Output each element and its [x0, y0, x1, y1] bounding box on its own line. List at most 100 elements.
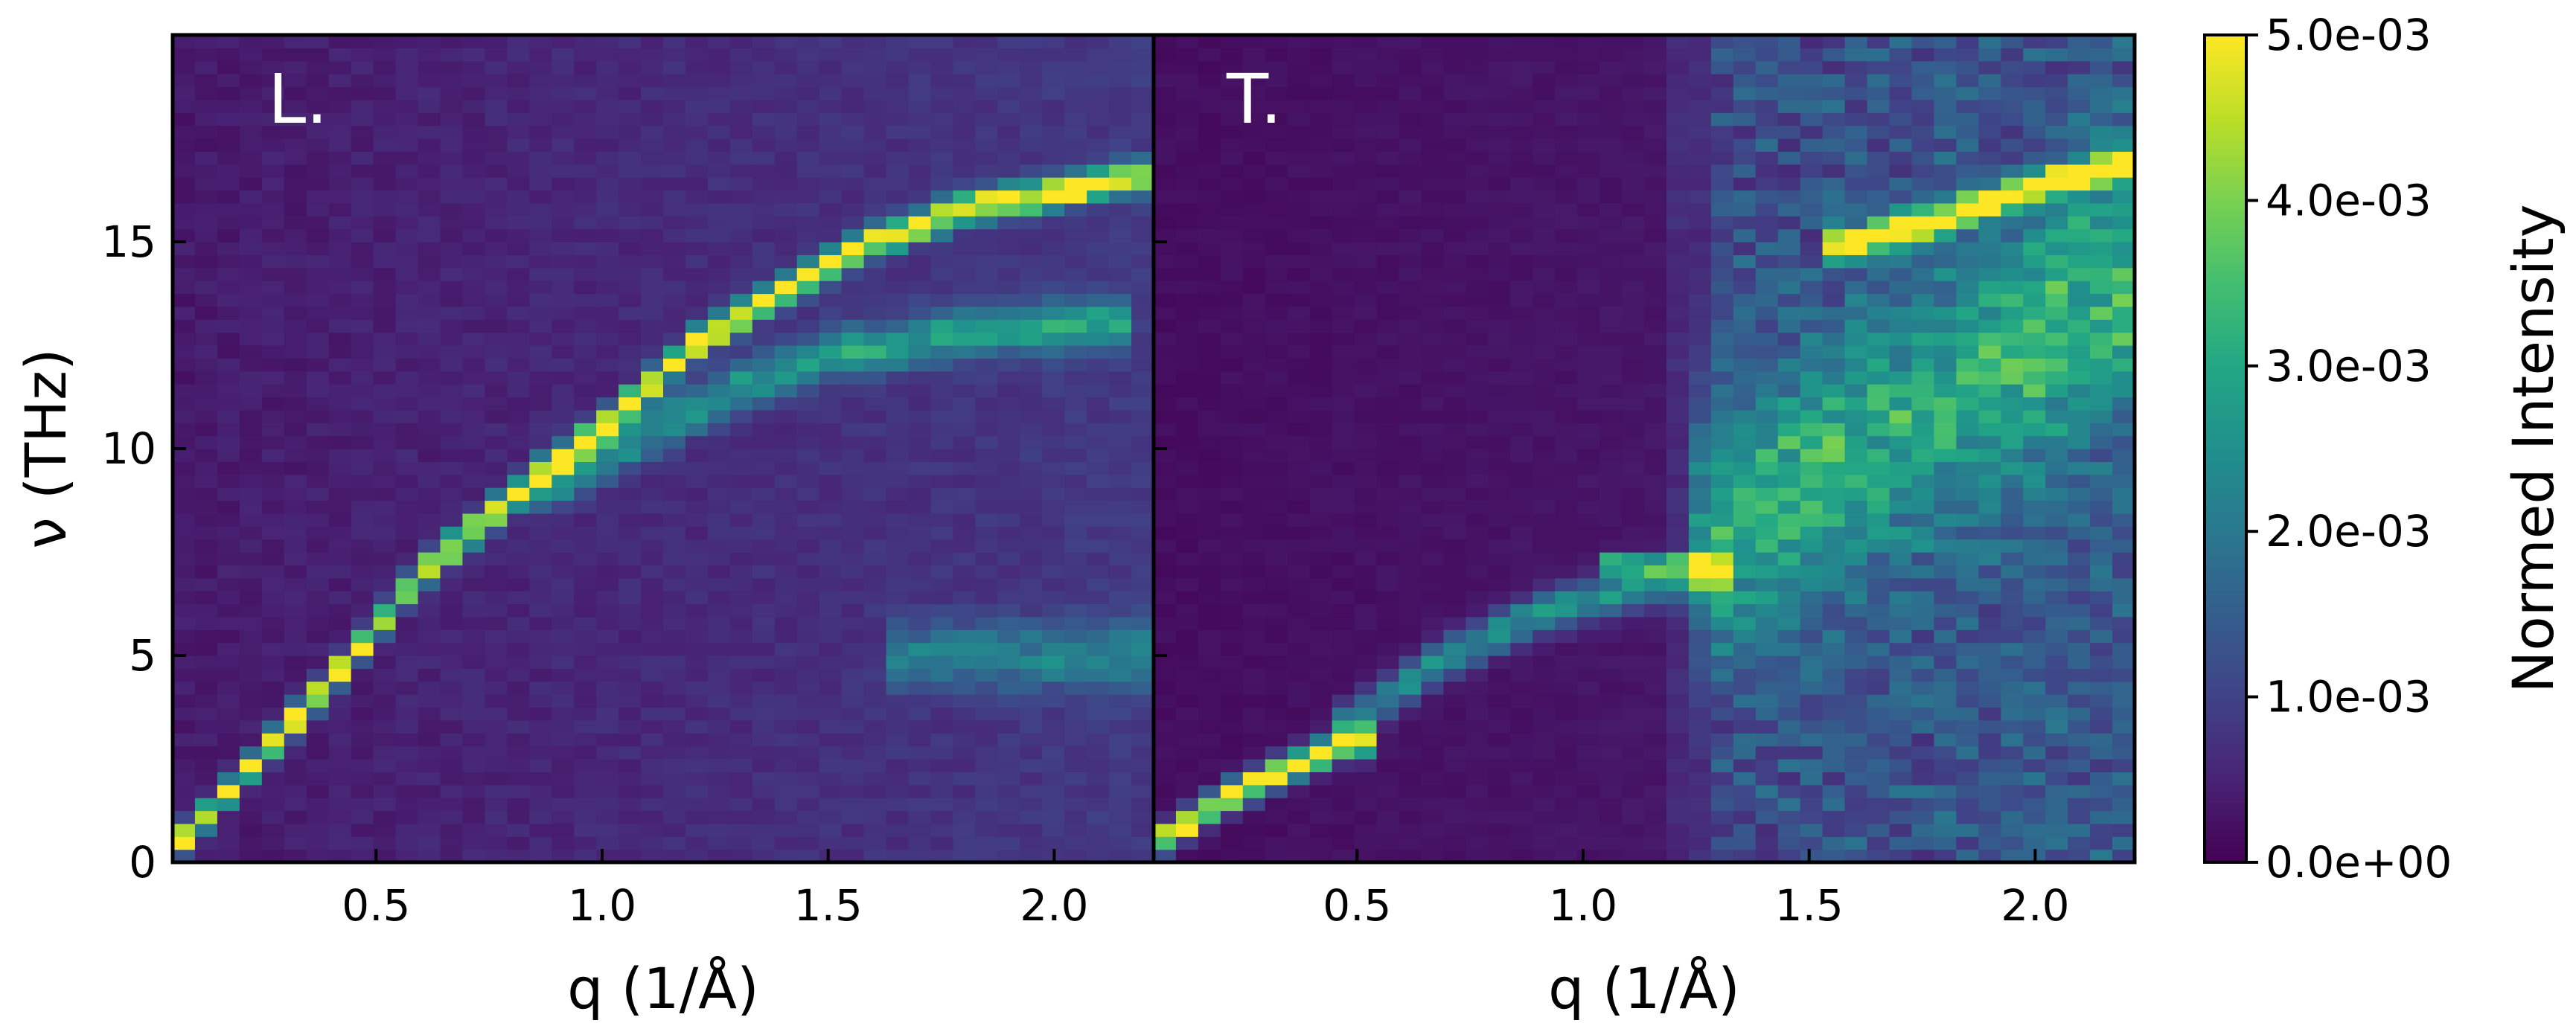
- heatmap-cell: [261, 487, 285, 501]
- heatmap-cell: [529, 409, 552, 423]
- heatmap-cell: [975, 48, 998, 62]
- heatmap-cell: [1710, 655, 1734, 669]
- heatmap-cell: [373, 577, 397, 591]
- heatmap-cell: [953, 242, 976, 255]
- heatmap-cell: [953, 745, 976, 760]
- heatmap-cell: [328, 552, 352, 565]
- heatmap-cell: [1644, 306, 1667, 320]
- heatmap-cell: [1800, 681, 1824, 695]
- heatmap-cell: [1755, 319, 1779, 333]
- heatmap-cell: [1466, 384, 1489, 398]
- heatmap-cell: [953, 358, 976, 372]
- heatmap-cell: [1175, 707, 1199, 721]
- heatmap-cell: [574, 358, 597, 372]
- heatmap-cell: [194, 629, 218, 644]
- heatmap-cell: [1466, 151, 1489, 165]
- heatmap-cell: [729, 733, 753, 747]
- heatmap-cell: [1042, 694, 1065, 708]
- heatmap-cell: [729, 397, 753, 411]
- heatmap-cell: [1354, 694, 1378, 708]
- heatmap-cell: [351, 358, 374, 372]
- heatmap-cell: [1844, 435, 1868, 449]
- heatmap-cell: [1042, 616, 1065, 630]
- heatmap-cell: [395, 707, 419, 721]
- heatmap-cell: [619, 254, 642, 269]
- heatmap-cell: [1622, 48, 1645, 62]
- heatmap-cell: [1800, 190, 1824, 204]
- heatmap-cell: [1175, 267, 1199, 281]
- heatmap-cell: [1555, 577, 1578, 591]
- heatmap-cell: [418, 849, 441, 863]
- heatmap-cell: [1154, 798, 1177, 812]
- heatmap-cell: [261, 216, 285, 230]
- heatmap-cell: [1733, 487, 1757, 501]
- heatmap-cell: [1309, 526, 1333, 540]
- heatmap-cell: [1354, 733, 1378, 747]
- heatmap-cell: [1287, 151, 1311, 165]
- heatmap-cell: [1242, 823, 1266, 837]
- heatmap-cell: [1265, 823, 1288, 837]
- heatmap-cell: [462, 513, 485, 527]
- heatmap-cell: [418, 74, 441, 88]
- heatmap-cell: [529, 190, 552, 204]
- heatmap-cell: [1510, 603, 1533, 618]
- heatmap-cell: [194, 772, 218, 786]
- heatmap-cell: [796, 539, 820, 553]
- heatmap-cell: [886, 603, 910, 618]
- heatmap-cell: [217, 35, 240, 48]
- heatmap-cell: [1443, 487, 1466, 501]
- heatmap-cell: [1309, 267, 1333, 281]
- heatmap-cell: [841, 435, 865, 449]
- heatmap-cell: [239, 707, 263, 721]
- heatmap-cell: [1376, 293, 1400, 307]
- heatmap-cell: [1644, 759, 1667, 772]
- heatmap-cell: [729, 138, 753, 152]
- heatmap-cell: [663, 526, 686, 540]
- heatmap-cell: [997, 707, 1020, 721]
- heatmap-cell: [462, 138, 485, 152]
- heatmap-cell: [1376, 164, 1400, 178]
- heatmap-cell: [1844, 125, 1868, 139]
- heatmap-cell: [953, 616, 976, 630]
- heatmap-cell: [1577, 500, 1600, 514]
- heatmap-cell: [552, 707, 575, 721]
- heatmap-cell: [997, 358, 1020, 372]
- heatmap-cell: [485, 733, 508, 747]
- heatmap-cell: [1466, 293, 1489, 307]
- heatmap-cell: [1867, 772, 1891, 786]
- heatmap-cell: [1867, 784, 1891, 798]
- heatmap-cell: [1265, 345, 1288, 359]
- heatmap-cell: [239, 668, 263, 682]
- heatmap-cell: [774, 202, 798, 217]
- heatmap-cell: [774, 306, 798, 320]
- heatmap-cell: [1109, 798, 1132, 812]
- heatmap-cell: [1443, 733, 1466, 747]
- heatmap-cell: [752, 849, 776, 863]
- heatmap-cell: [1421, 202, 1444, 217]
- heatmap-cell: [1175, 164, 1199, 178]
- heatmap-cell: [440, 202, 463, 217]
- heatmap-cell: [261, 319, 285, 333]
- heatmap-cell: [261, 655, 285, 669]
- heatmap-cell: [1131, 798, 1154, 812]
- heatmap-cell: [1555, 668, 1578, 682]
- heatmap-cell: [1109, 435, 1132, 449]
- heatmap-cell: [261, 526, 285, 540]
- heatmap-cell: [1666, 487, 1690, 501]
- heatmap-cell: [796, 397, 820, 411]
- heatmap-cell: [930, 694, 953, 708]
- heatmap-cell: [1777, 138, 1801, 152]
- heatmap-cell: [173, 306, 196, 320]
- heatmap-cell: [574, 190, 597, 204]
- heatmap-cell: [507, 461, 530, 475]
- heatmap-cell: [1109, 719, 1132, 734]
- heatmap-cell: [685, 668, 709, 682]
- heatmap-cell: [1844, 138, 1868, 152]
- heatmap-cell: [1622, 35, 1645, 48]
- heatmap-cell: [596, 99, 619, 113]
- heatmap-cell: [596, 500, 619, 514]
- heatmap-cell: [395, 616, 419, 630]
- heatmap-cell: [373, 99, 397, 113]
- heatmap-cell: [1488, 784, 1511, 798]
- heatmap-cell: [997, 280, 1020, 295]
